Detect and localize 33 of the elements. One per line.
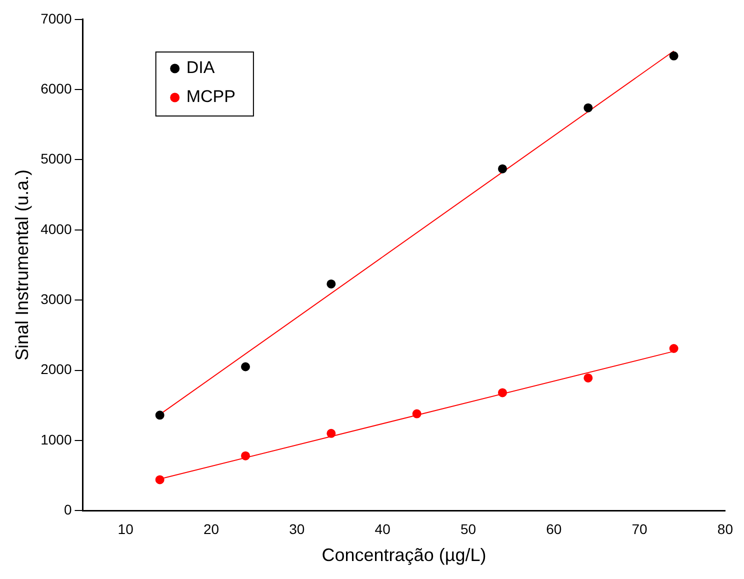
point xyxy=(326,428,336,438)
x-tick-label: 50 xyxy=(460,520,476,537)
x-tick-label: 60 xyxy=(546,520,562,537)
point xyxy=(498,388,507,398)
point xyxy=(241,362,250,372)
point xyxy=(584,103,593,112)
point xyxy=(155,410,164,420)
x-tick-label: 80 xyxy=(717,520,734,537)
y-tick-label: 3000 xyxy=(40,290,72,307)
point xyxy=(584,373,593,382)
point xyxy=(326,279,336,288)
y-tick-label: 2000 xyxy=(40,361,72,378)
y-tick-label: 4000 xyxy=(40,220,72,237)
y-tick-label: 5000 xyxy=(40,150,72,167)
x-tick-label: 10 xyxy=(118,520,134,537)
point xyxy=(669,344,678,354)
point xyxy=(669,51,678,60)
y-tick-label: 0 xyxy=(64,501,72,518)
point xyxy=(412,409,422,418)
y-tick-label: 6000 xyxy=(40,80,72,96)
point xyxy=(498,164,507,174)
legend-label: DIA xyxy=(186,58,216,78)
x-tick-label: 40 xyxy=(374,520,391,537)
y-tick-label: 1000 xyxy=(40,431,72,448)
x-axis-title: Concentração (µg/L) xyxy=(322,545,486,566)
y-tick-label: 7000 xyxy=(40,10,72,26)
point xyxy=(155,475,164,484)
y-axis-title: Sinal Instrumental (u.a.) xyxy=(12,169,32,361)
x-tick-label: 70 xyxy=(632,520,648,537)
point xyxy=(241,451,250,460)
legend-label: MCPP xyxy=(186,87,236,106)
x-tick-label: 30 xyxy=(289,520,305,537)
x-tick-label: 20 xyxy=(203,520,220,537)
